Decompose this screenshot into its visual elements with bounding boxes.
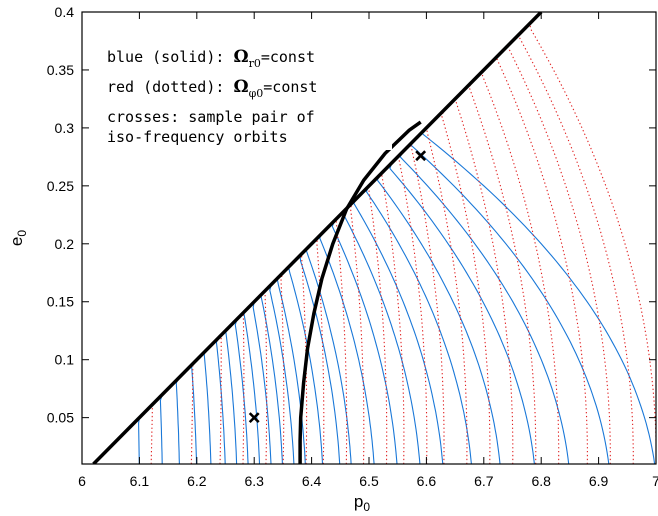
legend-line-blue: blue (solid): Ωr0=const <box>107 47 315 70</box>
x-tick-label: 6.3 <box>244 473 264 489</box>
red-curve-4 <box>264 12 542 464</box>
y-tick-label: 0.15 <box>47 294 74 310</box>
iso-frequency-boundary-curve <box>298 120 422 464</box>
red-curve-14 <box>425 12 542 464</box>
red-curve-13 <box>410 12 542 464</box>
x-tick-label: 6.7 <box>474 473 494 489</box>
blue-curve-20 <box>365 12 542 464</box>
red-curve-17 <box>468 12 542 464</box>
x-axis-label: p0 <box>354 492 370 514</box>
x-tick-label: 6.5 <box>359 473 379 489</box>
y-tick-label: 0.25 <box>47 178 74 194</box>
y-tick-label: 0.35 <box>47 62 74 78</box>
axis-ticks <box>81 11 657 464</box>
legend-line-crosses: crosses: sample pair of <box>107 108 315 126</box>
y-tick-label: 0.1 <box>55 352 75 368</box>
sample-crosses <box>248 150 427 424</box>
legend-line-red: red (dotted): Ωφ0=const <box>107 77 317 100</box>
y-tick-label: 0.4 <box>55 4 75 20</box>
sample-cross-1 <box>415 150 427 162</box>
x-tick-label: 6.9 <box>589 473 609 489</box>
x-tick-label: 6.2 <box>187 473 207 489</box>
legend-background <box>100 38 392 150</box>
red-curve-18 <box>481 12 560 464</box>
x-tick-label: 6.4 <box>302 473 322 489</box>
red-curve-11 <box>381 12 542 464</box>
y-tick-labels: 0.05 0.1 0.15 0.2 0.25 0.3 0.35 0.4 <box>47 4 74 426</box>
blue-curve-25 <box>421 12 656 464</box>
x-tick-labels: 6 6.1 6.2 6.3 6.4 6.5 6.6 6.7 6.8 6.9 7 <box>78 473 658 489</box>
red-curve-10 <box>368 12 542 464</box>
red-curve-1 <box>190 12 542 464</box>
x-tick-label: 6.6 <box>417 473 437 489</box>
blue-curve-21 <box>376 12 542 464</box>
red-curve-6 <box>301 12 542 464</box>
red-curve-16 <box>454 12 542 464</box>
y-tick-label: 0.05 <box>47 410 74 426</box>
legend-line-orbits: iso-frequency orbits <box>107 128 288 146</box>
y-tick-label: 0.2 <box>55 236 75 252</box>
red-curve-20 <box>507 12 611 464</box>
x-tick-label: 6.8 <box>531 473 551 489</box>
red-curve-21 <box>517 12 634 464</box>
sample-cross-0 <box>248 412 260 424</box>
separatrix-line <box>92 12 543 464</box>
red-curve-8 <box>335 12 542 464</box>
x-tick-label: 6.1 <box>130 473 150 489</box>
red-curve-19 <box>496 12 588 464</box>
x-tick-label: 7 <box>652 473 658 489</box>
x-tick-label: 6 <box>78 473 86 489</box>
blue-curve-23 <box>399 12 570 464</box>
y-tick-label: 0.3 <box>55 120 75 136</box>
y-axis-label: e0 <box>7 230 29 246</box>
curves-layer <box>92 12 656 464</box>
legend-annotation: blue (solid): Ωr0=const red (dotted): Ωφ… <box>107 47 317 146</box>
blue-curve-24 <box>410 12 610 464</box>
red-curve-9 <box>350 12 542 464</box>
